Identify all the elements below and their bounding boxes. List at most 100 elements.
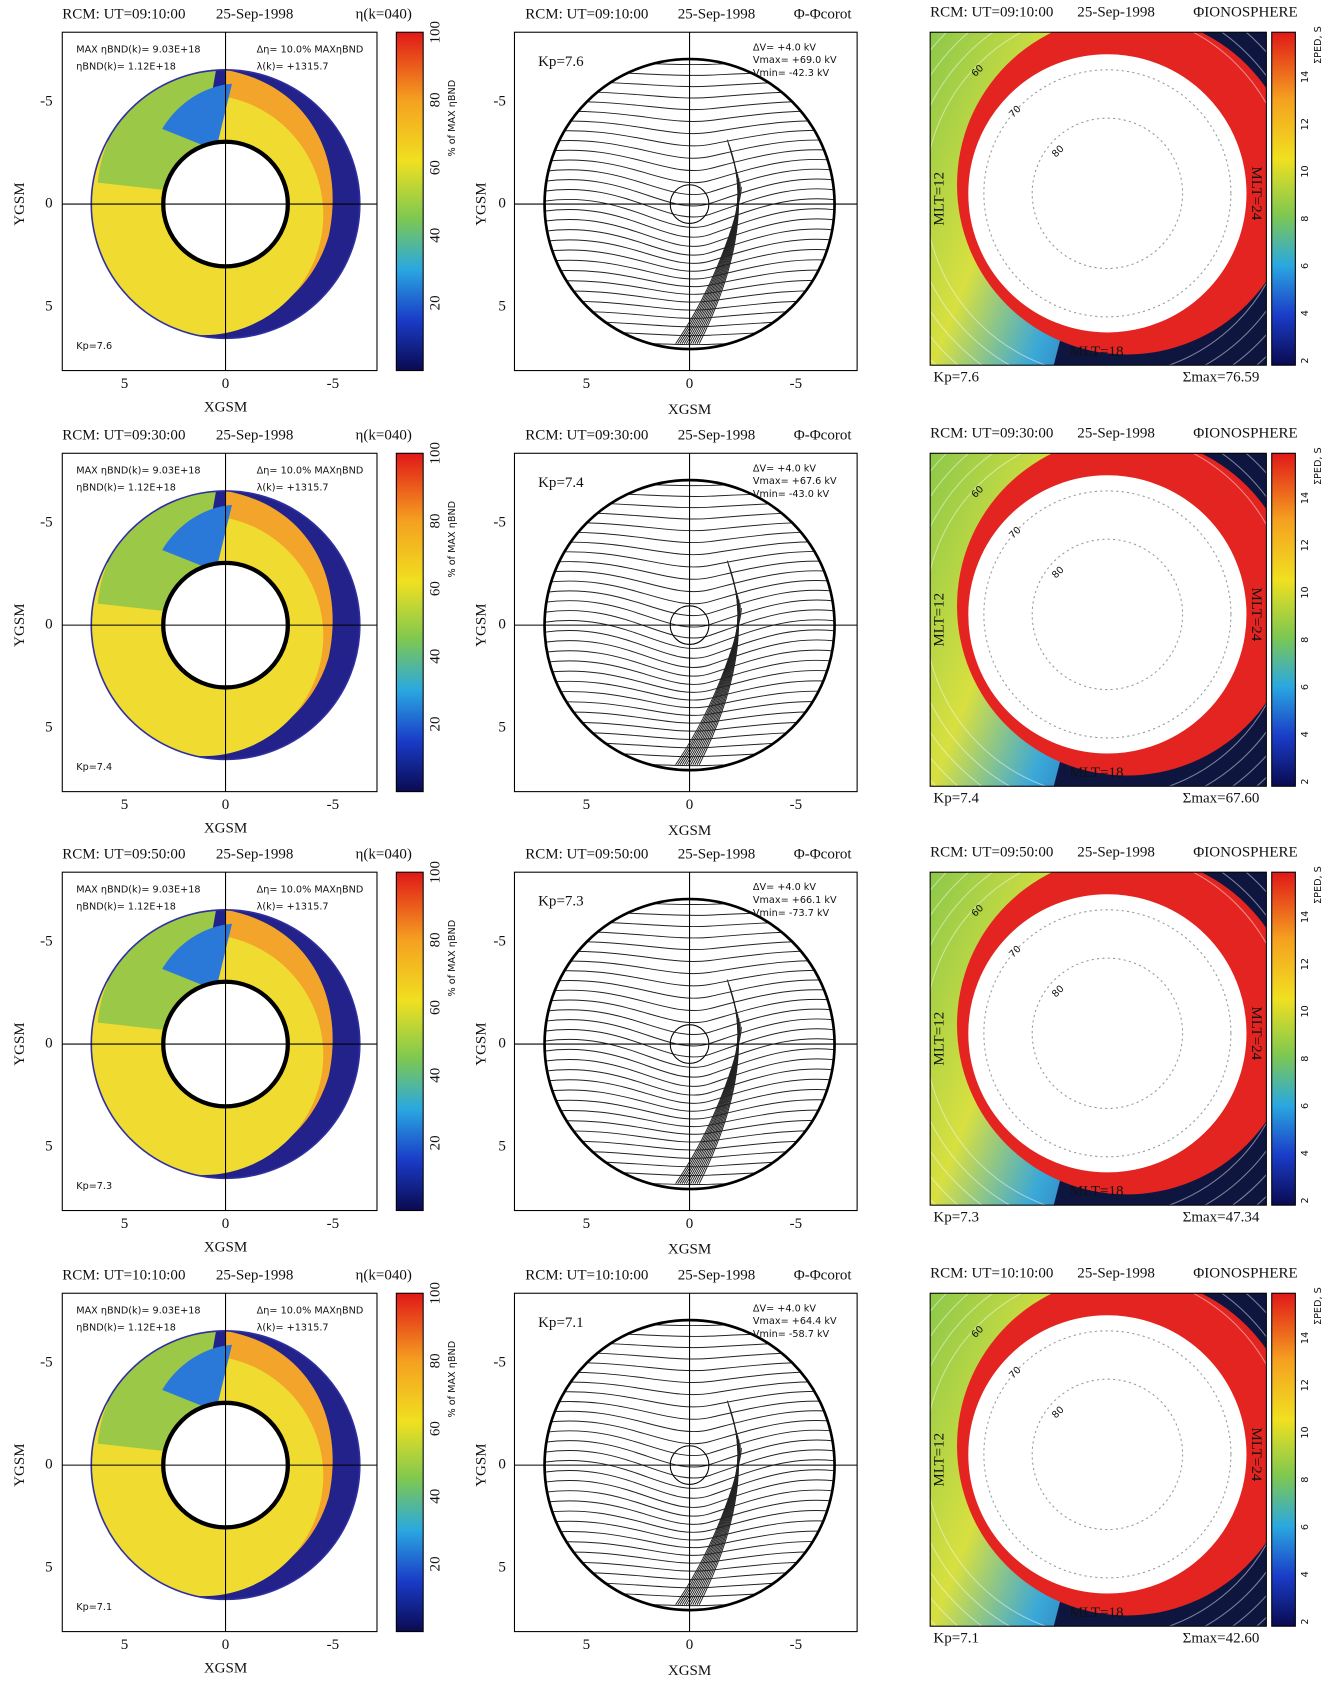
contour xyxy=(681,594,740,766)
contour xyxy=(544,680,835,701)
mlt-label: MLT=18 xyxy=(1070,1184,1124,1200)
contour xyxy=(544,1530,835,1549)
contour xyxy=(544,1499,835,1525)
annotation: ηBND(k)= 1.12E+18 xyxy=(76,902,176,913)
annotation: Δη= 10.0% MAXηBND xyxy=(257,1305,364,1316)
x-axis-label: XGSM xyxy=(668,823,711,839)
x-tick-label: 5 xyxy=(583,376,591,392)
colorbar-tick-label: 10 xyxy=(1300,165,1311,177)
contour xyxy=(544,188,835,218)
x-tick-label: 5 xyxy=(121,1637,129,1653)
latitude-circle xyxy=(983,909,1232,1158)
annotation: λ(k)= +1315.7 xyxy=(257,483,329,494)
colorbar xyxy=(1271,31,1296,366)
y-axis-label: YGSM xyxy=(12,1022,28,1065)
colorbar-tick-label: 8 xyxy=(1300,1056,1311,1062)
contour xyxy=(544,609,835,639)
panel-date: 25-Sep-1998 xyxy=(678,846,756,862)
panel-date: 25-Sep-1998 xyxy=(216,6,294,22)
contour xyxy=(679,178,740,344)
colorbar xyxy=(1271,452,1296,787)
x-tick-label: 0 xyxy=(222,797,230,813)
colorbar-tick-label: 60 xyxy=(428,1000,444,1015)
x-axis-label: XGSM xyxy=(668,1663,711,1679)
contour xyxy=(544,228,835,256)
contour xyxy=(675,1447,742,1606)
panel-quantity: ΦIONOSPHERE xyxy=(1193,4,1297,20)
panel-quantity: ΦIONOSPHERE xyxy=(1193,844,1297,860)
annotation: λ(k)= +1315.7 xyxy=(257,902,329,913)
contour xyxy=(683,169,739,344)
contour xyxy=(544,120,835,135)
annotation: ηBND(k)= 1.12E+18 xyxy=(76,483,176,494)
kp-label: Kp=7.1 xyxy=(76,1602,112,1613)
contour xyxy=(544,1048,835,1078)
sigma-max-label: Σmax=76.59 xyxy=(1183,370,1260,386)
x-tick-label: 0 xyxy=(222,1216,230,1232)
y-tick-label: 5 xyxy=(45,1560,53,1576)
y-tick-label: 0 xyxy=(45,617,53,633)
contour xyxy=(544,249,835,272)
annotation: Vmax= +64.4 kV xyxy=(753,1316,837,1327)
annotation: MAX ηBND(k)= 9.03E+18 xyxy=(76,465,200,476)
contour xyxy=(677,182,741,344)
colorbar-label: ΣPED, S xyxy=(1313,447,1324,485)
annotation: Vmin= -58.7 kV xyxy=(753,1329,830,1340)
colorbar-tick-label: 14 xyxy=(1300,492,1311,504)
panel-quantity: Φ-Φcorot xyxy=(794,6,853,22)
sigma-max-label: Σmax=42.60 xyxy=(1183,1631,1260,1647)
plot-frame xyxy=(929,871,1267,1206)
panel-title: RCM: UT=09:10:00 xyxy=(930,4,1053,20)
mlt-label: MLT=12 xyxy=(931,172,947,226)
ionosphere-map xyxy=(930,32,1267,366)
blue-region xyxy=(162,1344,232,1412)
contour xyxy=(675,1026,742,1184)
contour xyxy=(544,1459,835,1489)
colorbar-tick-label: 80 xyxy=(428,92,444,107)
y-axis-label: YGSM xyxy=(474,1022,490,1065)
colorbar-label: ΣPED, S xyxy=(1313,26,1324,64)
colorbar xyxy=(395,871,424,1212)
annotation: ηBND(k)= 1.12E+18 xyxy=(76,1323,176,1334)
row: RCM: UT=09:50:00 25-Sep-1998 η(k=040) MAX η… xyxy=(12,844,1324,1257)
colorbar-tick-label: 40 xyxy=(428,1489,444,1504)
panel-title: RCM: UT=10:10:00 xyxy=(525,1268,648,1284)
x-tick-label: -5 xyxy=(327,1216,340,1232)
colorbar-tick-label: 12 xyxy=(1300,958,1311,970)
contour xyxy=(681,1434,740,1605)
y-tick-label: 5 xyxy=(45,720,53,736)
mlt-label: MLT=12 xyxy=(931,1012,947,1066)
contour xyxy=(544,259,835,280)
annotation: Vmin= -43.0 kV xyxy=(753,489,830,500)
panel-quantity: η(k=040) xyxy=(356,1268,412,1284)
colorbar xyxy=(1271,1292,1296,1627)
colorbar xyxy=(1271,871,1296,1206)
panel-title: RCM: UT=10:10:00 xyxy=(62,1268,185,1284)
contour xyxy=(544,1068,835,1096)
y-axis-label: YGSM xyxy=(12,603,28,646)
contour xyxy=(544,550,835,568)
panel-quantity: Φ-Φcorot xyxy=(794,846,853,862)
kp-label: Kp=7.3 xyxy=(538,894,584,910)
x-tick-label: 5 xyxy=(121,376,129,392)
y-tick-label: -5 xyxy=(493,515,506,531)
contour xyxy=(544,1038,835,1068)
contour xyxy=(544,110,835,122)
blue-region xyxy=(162,83,232,151)
contour xyxy=(544,198,835,228)
annotation: MAX ηBND(k)= 9.03E+18 xyxy=(76,1305,200,1316)
contour xyxy=(685,1426,739,1605)
mlt-label: MLT=24 xyxy=(1248,587,1264,641)
annotation: Vmin= -73.7 kV xyxy=(753,908,830,919)
panel-date: 25-Sep-1998 xyxy=(1077,1265,1155,1281)
mlt-label: MLT=24 xyxy=(1248,166,1264,220)
colorbar-tick-label: 8 xyxy=(1300,216,1311,222)
panel-quantity: Φ-Φcorot xyxy=(794,1268,853,1284)
x-tick-label: 0 xyxy=(686,1637,694,1653)
annotation: ΔV= +4.0 kV xyxy=(753,463,816,474)
colorbar-tick-label: 12 xyxy=(1300,1379,1311,1391)
colorbar-tick-label: 100 xyxy=(428,21,444,44)
colorbar-tick-label: 2 xyxy=(1300,778,1311,784)
contour xyxy=(544,1371,835,1384)
